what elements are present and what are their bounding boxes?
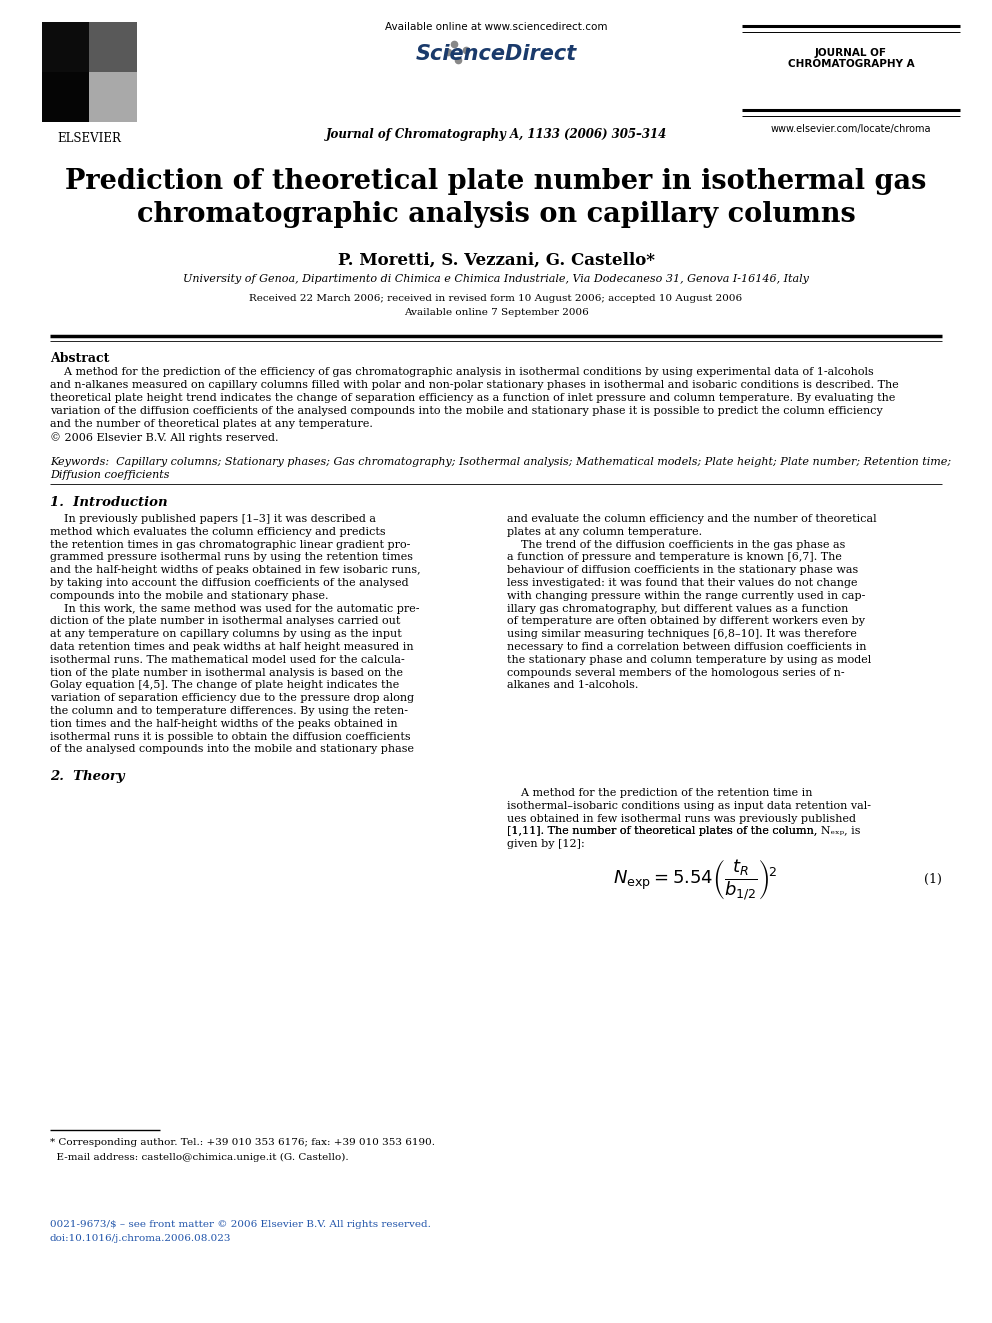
Text: compounds into the mobile and stationary phase.: compounds into the mobile and stationary… (50, 591, 328, 601)
Text: ues obtained in few isothermal runs was previously published: ues obtained in few isothermal runs was … (507, 814, 856, 824)
Text: data retention times and peak widths at half height measured in: data retention times and peak widths at … (50, 642, 414, 652)
Text: Received 22 March 2006; received in revised form 10 August 2006; accepted 10 Aug: Received 22 March 2006; received in revi… (249, 294, 743, 303)
Text: isothermal runs it is possible to obtain the diffusion coefficients: isothermal runs it is possible to obtain… (50, 732, 411, 742)
Text: CHROMATOGRAPHY A: CHROMATOGRAPHY A (788, 60, 915, 69)
Text: ScienceDirect: ScienceDirect (416, 44, 576, 64)
Text: behaviour of diffusion coefficients in the stationary phase was: behaviour of diffusion coefficients in t… (507, 565, 858, 576)
Text: © 2006 Elsevier B.V. All rights reserved.: © 2006 Elsevier B.V. All rights reserved… (50, 433, 279, 443)
Text: Available online at www.sciencedirect.com: Available online at www.sciencedirect.co… (385, 22, 607, 32)
Text: variation of the diffusion coefficients of the analysed compounds into the mobil: variation of the diffusion coefficients … (50, 406, 883, 415)
Text: 1.  Introduction: 1. Introduction (50, 496, 168, 509)
Text: with changing pressure within the range currently used in cap-: with changing pressure within the range … (507, 591, 865, 601)
Text: E-mail address: castello@chimica.unige.it (G. Castello).: E-mail address: castello@chimica.unige.i… (50, 1154, 348, 1162)
Text: illary gas chromatography, but different values as a function: illary gas chromatography, but different… (507, 603, 848, 614)
Text: University of Genoa, Dipartimento di Chimica e Chimica Industriale, Via Dodecane: University of Genoa, Dipartimento di Chi… (184, 274, 808, 284)
Text: variation of separation efficiency due to the pressure drop along: variation of separation efficiency due t… (50, 693, 414, 704)
Text: alkanes and 1-alcohols.: alkanes and 1-alcohols. (507, 680, 639, 691)
Text: tion of the plate number in isothermal analysis is based on the: tion of the plate number in isothermal a… (50, 668, 403, 677)
Text: less investigated: it was found that their values do not change: less investigated: it was found that the… (507, 578, 857, 587)
Text: theoretical plate height trend indicates the change of separation efficiency as : theoretical plate height trend indicates… (50, 393, 896, 404)
Text: [1,11]. The number of theoretical plates of the column, Nₑₓₚ, is: [1,11]. The number of theoretical plates… (507, 827, 860, 836)
Text: tion times and the half-height widths of the peaks obtained in: tion times and the half-height widths of… (50, 718, 398, 729)
Text: method which evaluates the column efficiency and predicts: method which evaluates the column effici… (50, 527, 386, 537)
Text: www.elsevier.com/locate/chroma: www.elsevier.com/locate/chroma (771, 124, 931, 134)
Text: necessary to find a correlation between diffusion coefficients in: necessary to find a correlation between … (507, 642, 866, 652)
Text: and evaluate the column efficiency and the number of theoretical: and evaluate the column efficiency and t… (507, 515, 877, 524)
Text: In previously published papers [1–3] it was described a: In previously published papers [1–3] it … (50, 515, 376, 524)
Text: ELSEVIER: ELSEVIER (58, 132, 121, 146)
Text: plates at any column temperature.: plates at any column temperature. (507, 527, 702, 537)
Text: Keywords:  Capillary columns; Stationary phases; Gas chromatography; Isothermal : Keywords: Capillary columns; Stationary … (50, 456, 951, 467)
Text: and the half-height widths of peaks obtained in few isobaric runs,: and the half-height widths of peaks obta… (50, 565, 421, 576)
Text: the retention times in gas chromatographic linear gradient pro-: the retention times in gas chromatograph… (50, 540, 411, 549)
Text: Diffusion coefficients: Diffusion coefficients (50, 470, 170, 480)
Text: The trend of the diffusion coefficients in the gas phase as: The trend of the diffusion coefficients … (507, 540, 845, 549)
Text: by taking into account the diffusion coefficients of the analysed: by taking into account the diffusion coe… (50, 578, 409, 587)
Text: isothermal–isobaric conditions using as input data retention val-: isothermal–isobaric conditions using as … (507, 800, 871, 811)
Text: JOURNAL OF: JOURNAL OF (815, 48, 887, 58)
Text: isothermal runs. The mathematical model used for the calcula-: isothermal runs. The mathematical model … (50, 655, 405, 664)
Text: Journal of Chromatography A, 1133 (2006) 305–314: Journal of Chromatography A, 1133 (2006)… (325, 128, 667, 142)
Text: of the analysed compounds into the mobile and stationary phase: of the analysed compounds into the mobil… (50, 745, 414, 754)
Text: given by [12]:: given by [12]: (507, 839, 584, 849)
Text: (1): (1) (925, 873, 942, 886)
Text: A method for the prediction of the efficiency of gas chromatographic analysis in: A method for the prediction of the effic… (50, 366, 874, 377)
Text: using similar measuring techniques [6,8–10]. It was therefore: using similar measuring techniques [6,8–… (507, 630, 857, 639)
Text: 0021-9673/$ – see front matter © 2006 Elsevier B.V. All rights reserved.: 0021-9673/$ – see front matter © 2006 El… (50, 1220, 431, 1229)
Text: In this work, the same method was used for the automatic pre-: In this work, the same method was used f… (50, 603, 420, 614)
Text: Abstract: Abstract (50, 352, 109, 365)
Text: grammed pressure isothermal runs by using the retention times: grammed pressure isothermal runs by usin… (50, 553, 413, 562)
Text: Golay equation [4,5]. The change of plate height indicates the: Golay equation [4,5]. The change of plat… (50, 680, 399, 691)
Text: [1,11]. The number of theoretical plates of the column,: [1,11]. The number of theoretical plates… (507, 827, 820, 836)
Text: doi:10.1016/j.chroma.2006.08.023: doi:10.1016/j.chroma.2006.08.023 (50, 1234, 231, 1244)
Text: of temperature are often obtained by different workers even by: of temperature are often obtained by dif… (507, 617, 865, 626)
Text: and the number of theoretical plates at any temperature.: and the number of theoretical plates at … (50, 419, 373, 429)
Text: the column and to temperature differences. By using the reten-: the column and to temperature difference… (50, 706, 408, 716)
Text: and n-alkanes measured on capillary columns filled with polar and non-polar stat: and n-alkanes measured on capillary colu… (50, 380, 899, 390)
Text: A method for the prediction of the retention time in: A method for the prediction of the reten… (507, 789, 812, 798)
Text: P. Moretti, S. Vezzani, G. Castello*: P. Moretti, S. Vezzani, G. Castello* (337, 251, 655, 269)
Text: Prediction of theoretical plate number in isothermal gas
chromatographic analysi: Prediction of theoretical plate number i… (65, 168, 927, 229)
Text: the stationary phase and column temperature by using as model: the stationary phase and column temperat… (507, 655, 871, 664)
Text: 2.  Theory: 2. Theory (50, 770, 125, 783)
Text: diction of the plate number in isothermal analyses carried out: diction of the plate number in isotherma… (50, 617, 401, 626)
Text: * Corresponding author. Tel.: +39 010 353 6176; fax: +39 010 353 6190.: * Corresponding author. Tel.: +39 010 35… (50, 1138, 435, 1147)
Text: at any temperature on capillary columns by using as the input: at any temperature on capillary columns … (50, 630, 402, 639)
Text: Available online 7 September 2006: Available online 7 September 2006 (404, 308, 588, 318)
Text: $N_{\mathrm{exp}} = 5.54\left(\dfrac{t_R}{b_{1/2}}\right)^{\!2}$: $N_{\mathrm{exp}} = 5.54\left(\dfrac{t_R… (613, 859, 777, 904)
Text: a function of pressure and temperature is known [6,7]. The: a function of pressure and temperature i… (507, 553, 842, 562)
Text: compounds several members of the homologous series of n-: compounds several members of the homolog… (507, 668, 844, 677)
